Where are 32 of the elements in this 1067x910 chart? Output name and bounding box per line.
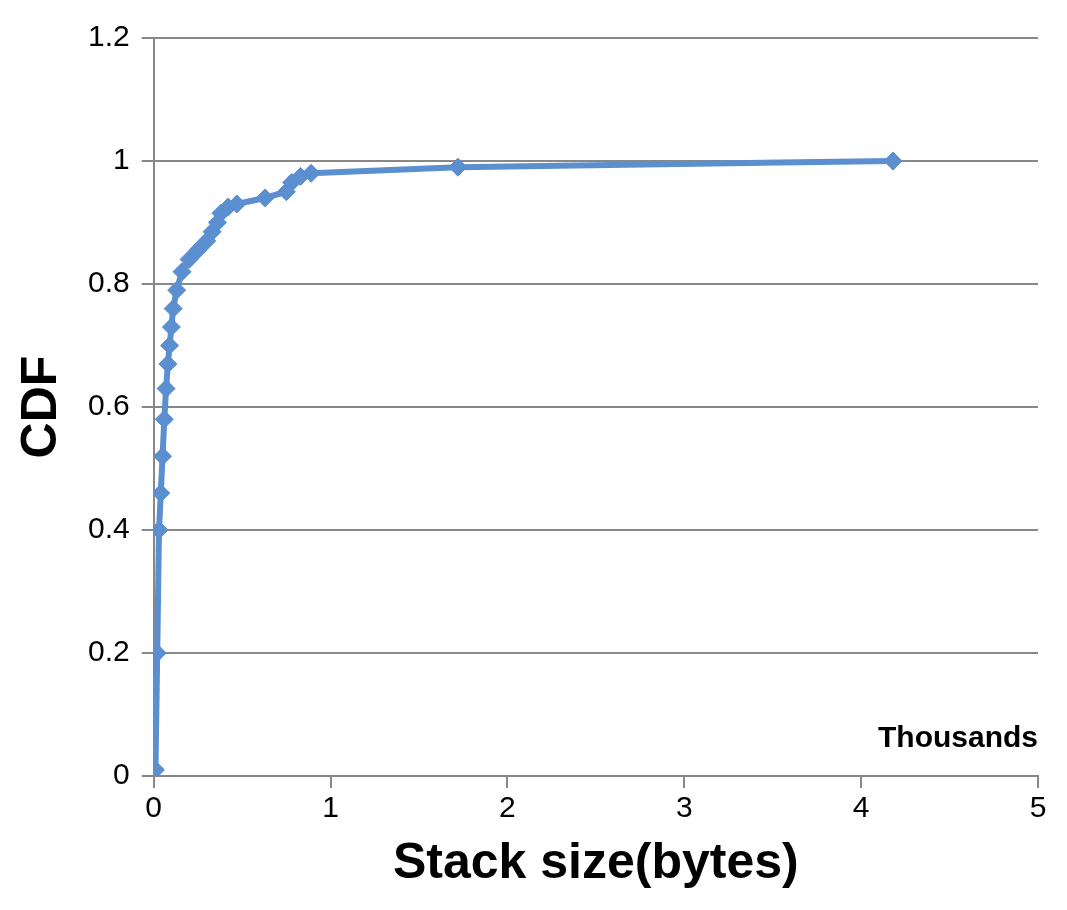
point [179, 249, 199, 269]
x-axis-title: Stack size(bytes) [392, 832, 799, 889]
y-tick-label: 1.2 [87, 19, 130, 53]
point [188, 240, 208, 260]
x-tick-label: 5 [1029, 790, 1047, 824]
point [883, 151, 903, 171]
y-tick-label: 0.8 [87, 265, 130, 299]
y-tick-label: 0.2 [87, 634, 130, 668]
x-tick-label: 0 [145, 790, 163, 824]
annotation: Thousands [877, 720, 1038, 754]
y-tick-label: 0.6 [87, 388, 130, 422]
x-tick-label: 4 [852, 790, 870, 824]
y-axis-title: CDF [10, 355, 67, 459]
x-tick-label: 2 [499, 790, 516, 824]
point [161, 317, 181, 337]
point [172, 262, 192, 282]
y-tick-label: 1 [113, 142, 130, 176]
point [153, 446, 173, 466]
point [448, 157, 468, 177]
x-tick-label: 1 [322, 790, 339, 824]
point [163, 299, 183, 319]
x-tick-label: 3 [675, 790, 693, 824]
point [154, 409, 174, 429]
point [160, 336, 180, 355]
point [156, 379, 176, 399]
point [167, 280, 187, 300]
point [153, 483, 171, 503]
y-tick-label: 0.4 [87, 511, 130, 545]
y-tick-label: 0 [113, 757, 130, 791]
point [158, 354, 178, 374]
point [255, 188, 275, 208]
point [301, 163, 321, 183]
